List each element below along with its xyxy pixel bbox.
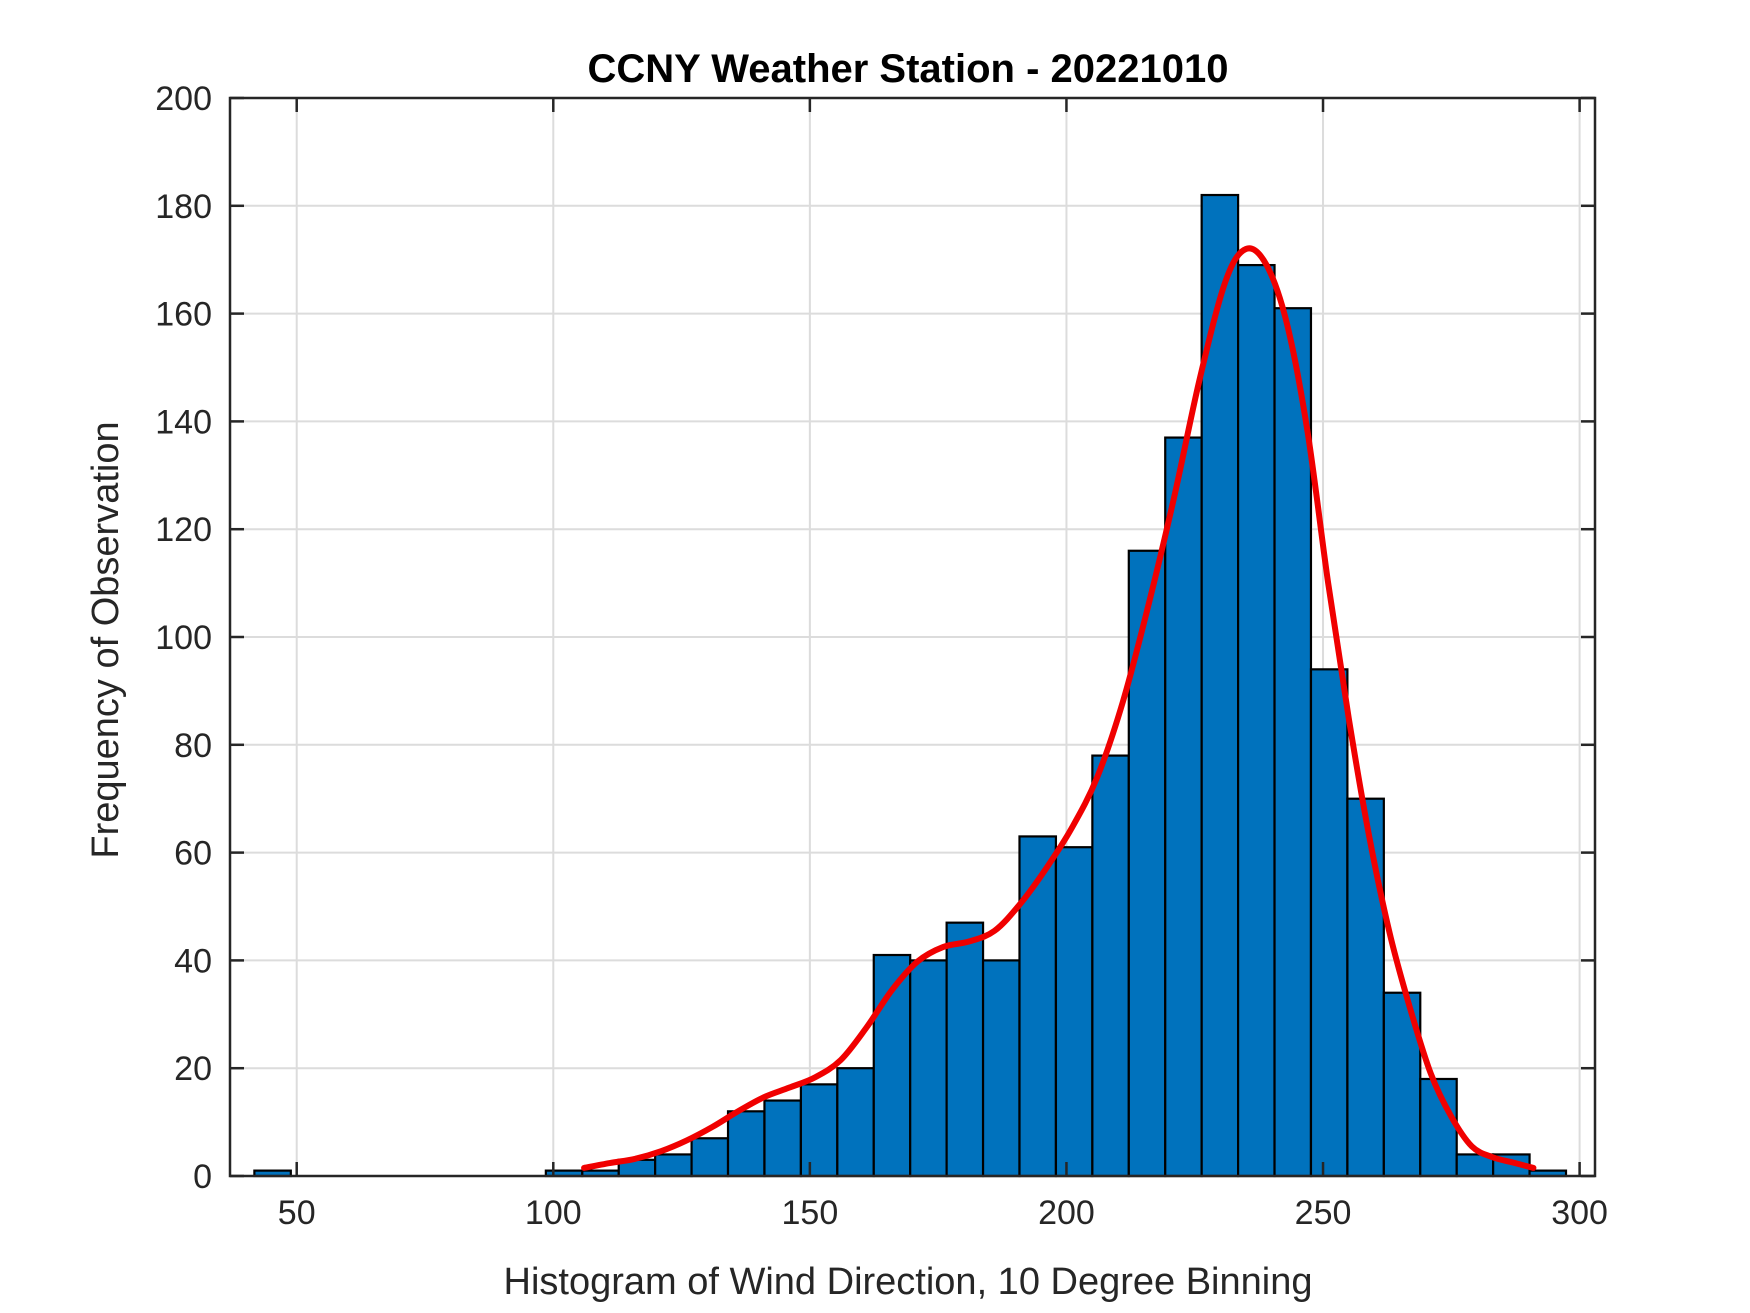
density-fit-curve — [581, 245, 1537, 1171]
x-tick-label: 250 — [1295, 1194, 1352, 1232]
x-tick-label: 100 — [525, 1194, 582, 1232]
histogram-bar — [690, 1137, 730, 1178]
x-tick-label: 50 — [278, 1194, 316, 1232]
histogram-bar — [909, 959, 948, 1178]
histogram-bar — [763, 1099, 802, 1178]
histogram-bar — [1018, 835, 1058, 1178]
y-tick-label: 160 — [155, 296, 212, 334]
histogram-bar — [1346, 797, 1385, 1178]
y-tick-label: 20 — [174, 1050, 212, 1088]
y-tick-label: 140 — [155, 403, 212, 441]
histogram-bar — [1091, 754, 1130, 1178]
histogram-bar — [1309, 668, 1349, 1178]
chart-title: CCNY Weather Station - 20221010 — [588, 47, 1229, 91]
histogram-bar — [1273, 307, 1313, 1178]
histogram-bar — [1127, 549, 1167, 1178]
y-tick-label: 40 — [174, 942, 212, 980]
histogram-bar — [799, 1083, 839, 1178]
x-tick-label: 150 — [782, 1194, 839, 1232]
histogram-bar — [836, 1067, 875, 1178]
histogram-bar — [1236, 263, 1276, 1178]
y-tick-labels: 0 20 40 60 80 100 120 140 160 180 200 — [155, 80, 212, 1196]
histogram-bar — [726, 1110, 766, 1178]
x-tick-labels: 50 100 150 200 250 300 — [278, 1194, 1608, 1232]
y-tick-label: 60 — [174, 835, 212, 873]
y-tick-label: 120 — [155, 511, 212, 549]
x-axis-label: Histogram of Wind Direction, 10 Degree B… — [504, 1261, 1313, 1303]
histogram-bar — [654, 1153, 693, 1178]
histogram-bar — [945, 921, 985, 1178]
y-tick-label: 0 — [193, 1158, 212, 1196]
y-tick-label: 180 — [155, 188, 212, 226]
histogram-bar — [1054, 846, 1094, 1178]
y-tick-label: 100 — [155, 619, 212, 657]
y-tick-label: 200 — [155, 80, 212, 118]
x-tick-label: 200 — [1038, 1194, 1095, 1232]
fit-curve-line — [581, 245, 1537, 1171]
tick-marks — [230, 96, 1595, 1178]
x-tick-label: 300 — [1551, 1194, 1608, 1232]
histogram-bar — [1164, 436, 1203, 1178]
y-axis-label: Frequency of Observation — [85, 421, 127, 858]
histogram-bar — [981, 959, 1021, 1178]
y-tick-label: 80 — [174, 727, 212, 765]
